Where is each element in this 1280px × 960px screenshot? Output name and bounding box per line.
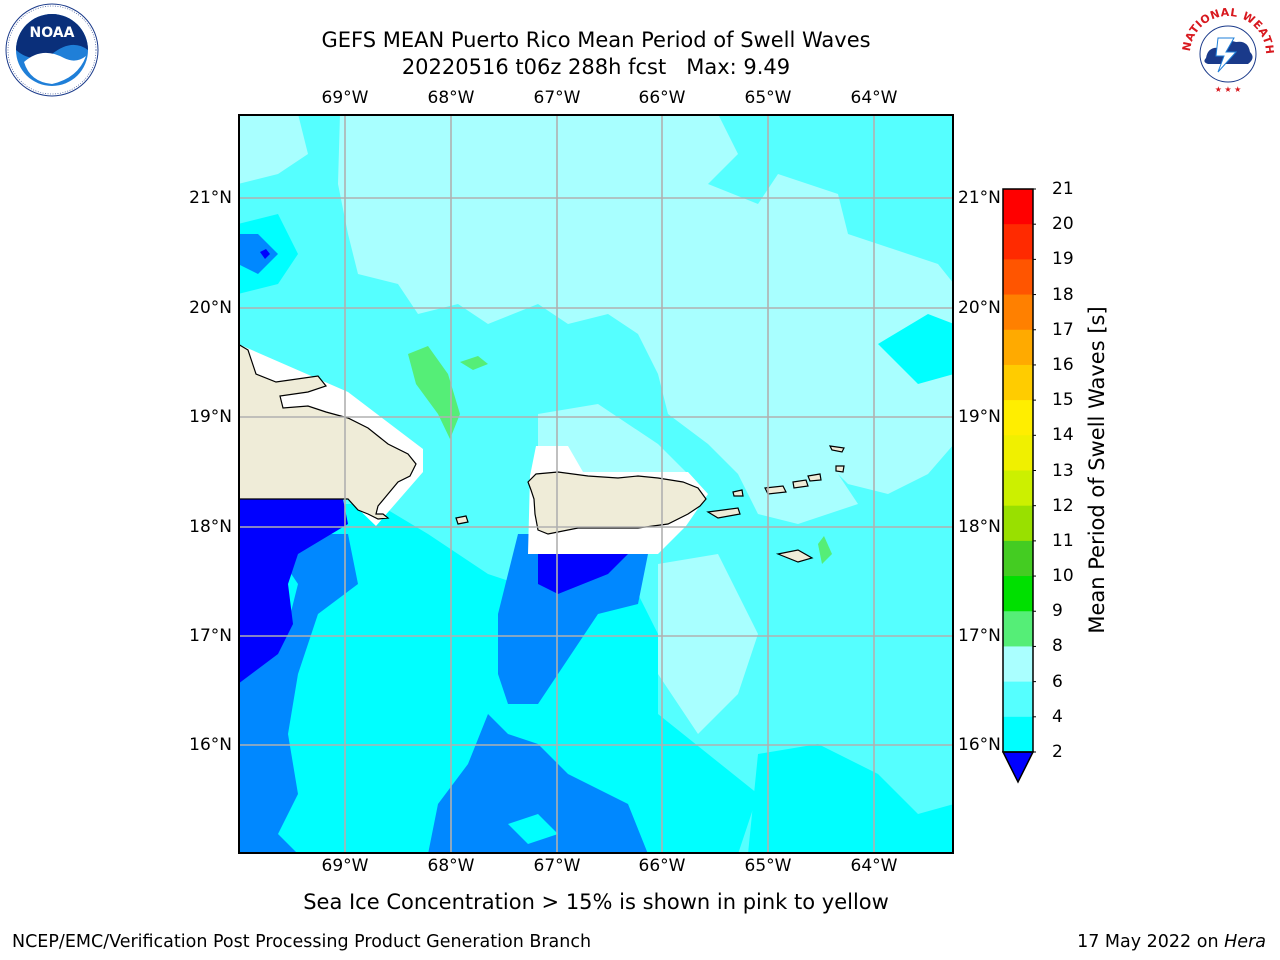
svg-text:★ ★ ★: ★ ★ ★ (1215, 85, 1242, 94)
sea-2-4-region (238, 534, 358, 854)
lon-label-top: 69°W (321, 88, 369, 108)
colorbar-segment (1003, 470, 1033, 507)
sea-2-4-region (428, 714, 648, 854)
lat-label-left: 20°N (189, 298, 232, 318)
footer-machine: Hera (1224, 932, 1266, 952)
colorbar-segment (1003, 294, 1033, 331)
lon-label-top: 66°W (638, 88, 686, 108)
lat-label-right: 20°N (958, 298, 1001, 318)
island-land (792, 479, 809, 489)
colorbar-segment (1003, 435, 1033, 471)
colorbar-tick-label: 6 (1052, 671, 1063, 692)
lat-label-right: 21°N (958, 188, 1001, 208)
island-land (807, 473, 822, 482)
colorbar-tick-label: 16 (1052, 354, 1074, 375)
colorbar-segment (1003, 540, 1033, 577)
colorbar-tick-label: 14 (1052, 425, 1074, 446)
nws-logo-icon: NATIONAL WEATHER SERVICE ★ ★ ★ (1178, 2, 1276, 94)
colorbar-tick-label: 9 (1052, 601, 1063, 622)
footer-date: 17 May 2022 on Hera (1077, 932, 1266, 952)
map-subtitle-forecast: 20220516 t06z 288h fcst Max: 9.49 (401, 55, 791, 79)
colorbar-tick-label: 13 (1052, 460, 1074, 481)
swell-period-map (238, 114, 954, 854)
colorbar-tick-label: 15 (1052, 390, 1074, 411)
lat-label-right: 16°N (958, 735, 1001, 755)
colorbar-segment (1003, 364, 1033, 401)
colorbar-segment (1003, 224, 1033, 260)
colorbar-tick-label: 2 (1052, 742, 1063, 762)
sea-9-10-region (460, 356, 488, 370)
colorbar-tick-label: 20 (1052, 214, 1074, 235)
sea-9-10-region (408, 346, 460, 439)
colorbar-tick-label: 19 (1052, 249, 1074, 270)
colorbar-tick-label: 12 (1052, 495, 1074, 516)
colorbar-segments (1003, 189, 1033, 753)
sea-4-6-region (748, 744, 954, 854)
lon-label-top: 64°W (850, 88, 898, 108)
sea-8-9-region (238, 114, 308, 184)
colorbar-tick-label: 4 (1052, 706, 1063, 727)
lon-label-bottom: 64°W (850, 856, 898, 876)
colorbar-tick-label: 17 (1052, 319, 1074, 340)
hispaniola-land (238, 343, 417, 520)
colorbar-segment (1003, 329, 1033, 366)
colorbar (1002, 188, 1036, 784)
sea-below-2-region (538, 554, 628, 594)
colorbar-segment (1003, 576, 1033, 612)
lat-label-left: 16°N (189, 735, 232, 755)
footer-branch: NCEP/EMC/Verification Post Processing Pr… (12, 932, 592, 952)
lat-label-left: 17°N (189, 626, 232, 646)
sea-4-6-region (508, 814, 558, 844)
colorbar-segment (1003, 400, 1033, 436)
colorbar-tick-label: 11 (1052, 530, 1074, 551)
island-land (455, 515, 469, 525)
island-land (732, 489, 744, 497)
lat-label-left: 21°N (189, 188, 232, 208)
lon-label-bottom: 67°W (533, 856, 581, 876)
svg-text:NOAA: NOAA (30, 25, 75, 41)
colorbar-segment (1003, 505, 1033, 542)
colorbar-tick-label: 21 (1052, 179, 1074, 199)
lon-label-top: 67°W (533, 88, 581, 108)
lon-label-top: 65°W (744, 88, 792, 108)
colorbar-segment (1003, 611, 1033, 647)
footer-date-text: 17 May 2022 on (1077, 932, 1219, 952)
island-land (764, 485, 787, 495)
colorbar-extend-triangle (1002, 751, 1035, 784)
colorbar-segment (1003, 681, 1033, 718)
lat-label-left: 19°N (189, 407, 232, 427)
colorbar-label: Mean Period of Swell Waves [s] (1085, 306, 1109, 634)
sea-below-2-region (238, 499, 348, 684)
lat-label-right: 18°N (958, 517, 1001, 537)
sea-8-9-region (658, 554, 758, 734)
graticule (238, 114, 954, 854)
sea-4-6-region (878, 314, 954, 384)
island-land (828, 445, 845, 453)
colorbar-tick-label: 10 (1052, 566, 1074, 587)
lon-label-bottom: 66°W (638, 856, 686, 876)
colorbar-tick-label: 8 (1052, 636, 1063, 657)
colorbar-segment (1003, 716, 1033, 753)
noaa-logo-icon: NOAA (5, 3, 99, 97)
colorbar-segment (1003, 259, 1033, 296)
lat-label-left: 18°N (189, 517, 232, 537)
lon-label-bottom: 69°W (321, 856, 369, 876)
lon-label-bottom: 65°W (744, 856, 792, 876)
colorbar-segment (1003, 646, 1033, 683)
sea-ice-note: Sea Ice Concentration > 15% is shown in … (303, 890, 889, 914)
map-title: GEFS MEAN Puerto Rico Mean Period of Swe… (321, 28, 871, 52)
lon-label-top: 68°W (427, 88, 475, 108)
map-frame (238, 114, 954, 854)
lat-label-right: 19°N (958, 407, 1001, 427)
island-land (835, 465, 845, 473)
sea-9-10-region (818, 536, 832, 564)
sea-below-2-region (260, 249, 270, 259)
lat-label-right: 17°N (958, 626, 1001, 646)
island-land (706, 507, 741, 519)
island-land (775, 549, 814, 563)
colorbar-segment (1003, 189, 1033, 225)
colorbar-tick-label: 18 (1052, 284, 1074, 305)
sea-2-4-region (498, 534, 648, 704)
lon-label-bottom: 68°W (427, 856, 475, 876)
